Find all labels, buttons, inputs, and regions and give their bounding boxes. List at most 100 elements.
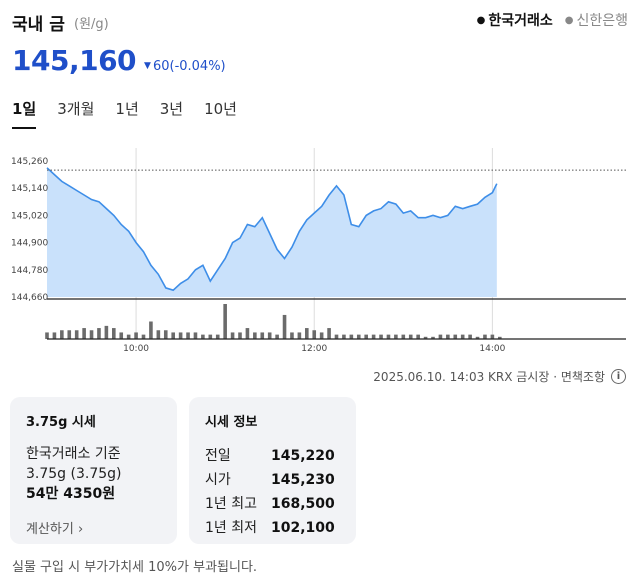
volume-bar (408, 334, 413, 339)
y-tick-label: 145,020 (11, 211, 48, 221)
info-icon[interactable]: i (611, 369, 626, 384)
current-price: 145,160 (12, 44, 137, 77)
bullet-icon: ● (476, 15, 486, 26)
info-row-prev-close: 전일 145,220 (205, 448, 335, 464)
tab-3month[interactable]: 3개월 (57, 100, 95, 118)
weight-spec: 3.75g (3.75g) (26, 466, 122, 482)
page-title: 국내 금 (12, 15, 65, 35)
x-tick-label: 12:00 (301, 344, 327, 354)
volume-bar (141, 334, 146, 339)
volume-bar (342, 334, 346, 339)
volume-bar (201, 334, 205, 339)
calculate-link[interactable]: 계산하기 › (26, 522, 84, 537)
volume-bar (431, 336, 435, 339)
volume-bar (401, 334, 406, 339)
volume-bar (438, 334, 443, 339)
volume-bar (416, 334, 420, 339)
x-tick-label: 10:00 (123, 344, 149, 354)
volume-bar (208, 334, 213, 339)
price-row: 145,160 ▼ 60(-0.04%) (12, 44, 226, 80)
tab-1year[interactable]: 1년 (115, 100, 139, 118)
timestamp-source: 2025.06.10. 14:03 KRX 금시장 · 면책조항 (373, 370, 605, 384)
volume-bar (253, 332, 257, 339)
volume-bar (52, 332, 57, 339)
volume-bar (312, 330, 317, 339)
chevron-right-icon: › (77, 522, 84, 537)
y-tick-label: 144,660 (11, 293, 48, 303)
volume-bar (371, 334, 376, 339)
period-tabs: 1일 3개월 1년 3년 10년 (12, 98, 258, 129)
volume-bar (245, 328, 250, 339)
volume-bar (193, 332, 198, 339)
source-shinhan-tab[interactable]: ● 신한은행 (564, 13, 628, 29)
volume-bar (460, 334, 465, 339)
volume-bar (319, 332, 324, 339)
unit-label: (원/g) (74, 17, 109, 32)
volume-bar (446, 334, 450, 339)
tab-3year[interactable]: 3년 (159, 100, 184, 118)
vat-notice: 실물 구입 시 부가가치세 10%가 부과됩니다. (12, 560, 258, 575)
volume-bar (349, 334, 354, 339)
volume-bar (364, 334, 368, 339)
volume-bar (356, 334, 361, 339)
info-row-52w-high: 1년 최고 168,500 (205, 496, 335, 512)
volume-bar (334, 334, 339, 339)
volume-bar (475, 336, 480, 339)
volume-bar (238, 332, 242, 339)
price-chart[interactable]: 145,260 145,140 145,020 144,900 144,780 144,6… (0, 148, 640, 358)
card-title: 3.75g 시세 (26, 415, 96, 430)
volume-bar (60, 330, 64, 339)
down-triangle-icon: ▼ (144, 61, 151, 71)
volume-bar (490, 334, 495, 339)
volume-bar (483, 334, 487, 339)
source-selector: ● 한국거래소 ● 신한은행 (477, 10, 628, 30)
data-source-meta: 2025.06.10. 14:03 KRX 금시장 · 면책조항 i (373, 368, 626, 385)
volume-bar (45, 332, 49, 339)
tab-10year[interactable]: 10년 (204, 100, 237, 118)
volume-bar (149, 321, 153, 339)
volume-bar (74, 330, 79, 339)
price-line (46, 167, 498, 292)
change-percent: (-0.04%) (169, 59, 226, 74)
volume-bar (215, 334, 220, 339)
volume-bar (423, 336, 428, 339)
price-area-fill (47, 167, 497, 297)
card-title: 시세 정보 (205, 415, 258, 430)
volume-bar (267, 332, 272, 339)
volume-bar (468, 334, 472, 339)
volume-bar (186, 332, 190, 339)
exchange-basis: 한국거래소 기준 (26, 446, 121, 462)
volume-bar (67, 330, 72, 339)
volume-bar (260, 332, 265, 339)
tab-1day[interactable]: 1일 (12, 98, 37, 129)
change-amount: 60 (152, 59, 170, 74)
volume-bar (386, 334, 391, 339)
source-krx-tab[interactable]: ● 한국거래소 (476, 13, 553, 29)
volume-bar (379, 334, 383, 339)
info-row-open: 시가 145,230 (205, 472, 335, 488)
y-tick-label: 144,780 (11, 266, 48, 276)
y-tick-label: 145,260 (11, 157, 48, 167)
volume-bar (97, 328, 101, 339)
volume-bar (134, 332, 138, 339)
bullet-icon: ● (564, 15, 574, 26)
y-tick-label: 145,140 (11, 184, 48, 194)
volume-bar (119, 332, 124, 339)
weight-price-card: 3.75g 시세 한국거래소 기준 3.75g (3.75g) 54만 4350… (10, 397, 177, 544)
volume-bar (230, 332, 235, 339)
y-tick-label: 144,900 (11, 239, 48, 249)
info-row-52w-low: 1년 최저 102,100 (205, 520, 335, 536)
volume-bar (223, 304, 227, 339)
volume-bar (156, 330, 161, 339)
volume-bar (171, 332, 175, 339)
volume-bar (112, 328, 116, 339)
volume-bar (282, 314, 287, 339)
header: 국내 금 (원/g) ● 한국거래소 ● 신한은행 (12, 10, 628, 35)
x-tick-label: 14:00 (479, 344, 505, 354)
volume-bar (89, 330, 94, 339)
volume-bar (498, 336, 502, 339)
price-change: ▼ 60(-0.04%) (144, 59, 226, 74)
volume-bar (82, 328, 86, 339)
volume-bar (275, 334, 279, 339)
weight-price: 54만 4350원 (26, 486, 116, 502)
